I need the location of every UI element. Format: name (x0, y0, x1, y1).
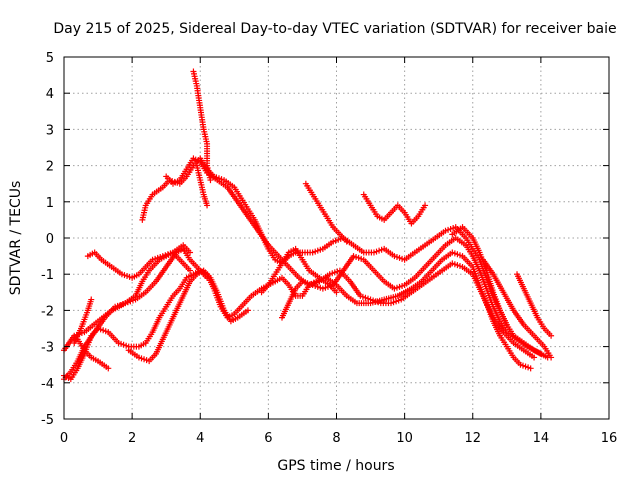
y-tick-label: -2 (41, 304, 54, 319)
y-tick-label: 0 (46, 232, 54, 247)
y-tick-label: -3 (41, 341, 54, 356)
x-tick-label: 12 (464, 431, 481, 446)
x-tick-label: 10 (396, 431, 413, 446)
data-point (527, 365, 534, 372)
x-tick-label: 2 (128, 431, 136, 446)
grid (64, 57, 609, 419)
data-points (61, 68, 555, 383)
data-point (531, 354, 538, 361)
data-point (207, 177, 214, 184)
data-point (537, 350, 544, 357)
x-tick-label: 4 (196, 431, 204, 446)
x-tick-label: 14 (533, 431, 550, 446)
y-tick-label: 5 (46, 51, 54, 66)
data-point (105, 365, 112, 372)
data-point (343, 238, 350, 245)
y-axis-label: SDTVAR / TECUs (8, 181, 24, 296)
x-tick-label: 0 (60, 431, 68, 446)
x-tick-label: 16 (601, 431, 618, 446)
data-point (333, 289, 340, 296)
data-point (187, 267, 194, 274)
data-point (187, 249, 194, 256)
x-tick-label: 8 (332, 431, 340, 446)
data-point (244, 307, 251, 314)
x-tick-label: 6 (264, 431, 272, 446)
data-point (548, 332, 555, 339)
data-point (503, 321, 510, 328)
y-tick-label: 2 (46, 160, 54, 175)
data-point (88, 296, 95, 303)
y-tick-label: -4 (41, 377, 54, 392)
x-axis-label: GPS time / hours (277, 458, 394, 474)
data-point (204, 202, 211, 209)
y-tick-label: -1 (41, 268, 54, 283)
y-tick-label: 4 (46, 87, 54, 102)
y-tick-label: 1 (46, 196, 54, 211)
data-point (422, 202, 429, 209)
y-tick-label: -5 (41, 413, 54, 428)
chart-title: Day 215 of 2025, Sidereal Day-to-day VTE… (53, 21, 616, 37)
data-point (548, 354, 555, 361)
y-tick-label: 3 (46, 123, 54, 138)
